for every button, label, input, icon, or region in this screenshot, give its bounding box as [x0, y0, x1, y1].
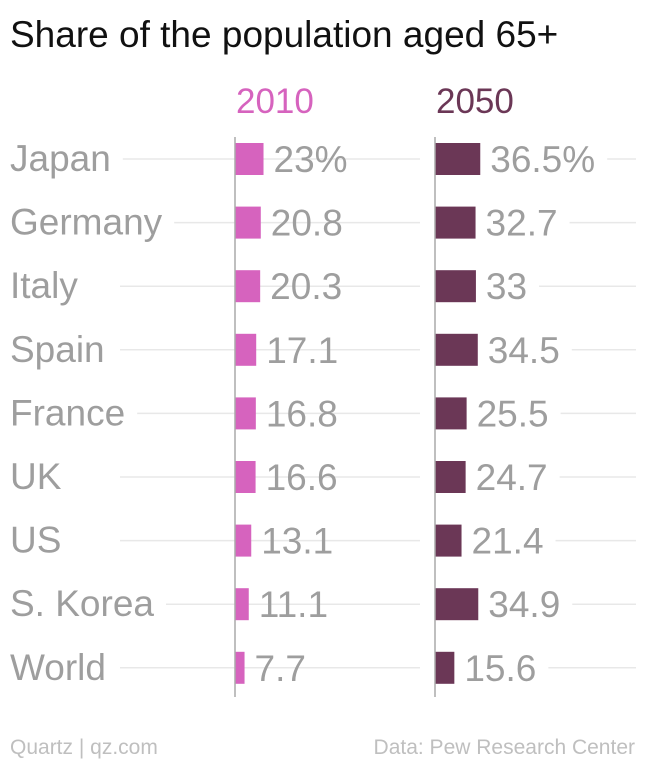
data-label-2050-uk: 24.7: [476, 457, 548, 498]
bar-2050-world: [435, 651, 455, 684]
data-label-2010-germany: 20.8: [271, 203, 343, 244]
bar-2050-s-korea: [435, 588, 479, 621]
series-header-2010: 2010: [236, 82, 314, 121]
data-label-2010-us: 13.1: [261, 521, 333, 562]
footer-data-credit: Data: Pew Research Center: [373, 736, 635, 759]
data-label-2010-france: 16.8: [266, 393, 338, 434]
bar-2010-france: [235, 397, 256, 430]
series-header-2050: 2050: [436, 82, 514, 121]
category-label-japan: Japan: [10, 138, 111, 179]
data-label-2050-france: 25.5: [477, 393, 549, 434]
footer-source-brand: Quartz | qz.com: [10, 736, 158, 759]
category-label-s-korea: S. Korea: [10, 583, 154, 624]
data-label-2050-world: 15.6: [464, 648, 536, 689]
chart-title: Share of the population aged 65+: [10, 14, 559, 55]
data-label-2010-uk: 16.6: [266, 457, 338, 498]
data-label-2010-s-korea: 11.1: [259, 584, 328, 625]
category-label-italy: Italy: [10, 265, 78, 306]
bar-2010-germany: [235, 206, 261, 239]
data-label-2010-italy: 20.3: [270, 266, 342, 307]
bar-2050-italy: [435, 270, 476, 303]
bar-2050-germany: [435, 206, 476, 239]
category-label-germany: Germany: [10, 202, 163, 243]
bar-2010-japan: [235, 143, 264, 175]
data-label-2050-s-korea: 34.9: [488, 584, 560, 625]
category-label-uk: UK: [10, 456, 62, 497]
data-label-2050-spain: 34.5: [488, 330, 560, 371]
bar-2010-us: [235, 524, 252, 557]
bar-2010-world: [235, 651, 245, 684]
bar-2050-japan: [435, 143, 481, 175]
data-label-2010-spain: 17.1: [266, 330, 338, 371]
bar-2010-italy: [235, 270, 261, 303]
bar-2010-uk: [235, 461, 256, 493]
bar-2050-uk: [435, 461, 466, 493]
bar-2010-spain: [235, 333, 257, 366]
bar-2050-spain: [435, 333, 478, 366]
category-label-us: US: [10, 520, 61, 561]
bar-2050-france: [435, 397, 467, 430]
data-label-2050-us: 21.4: [472, 521, 544, 562]
data-label-2010-world: 7.7: [255, 648, 306, 689]
data-label-2050-italy: 33: [486, 266, 527, 307]
bar-2010-s-korea: [235, 588, 249, 621]
data-label-2010-japan: 23%: [274, 139, 348, 180]
category-label-spain: Spain: [10, 329, 105, 370]
category-label-france: France: [10, 392, 125, 433]
data-label-2050-japan: 36.5%: [490, 139, 595, 180]
category-label-world: World: [10, 647, 106, 688]
bar-2050-us: [435, 524, 462, 557]
data-label-2050-germany: 32.7: [486, 203, 558, 244]
